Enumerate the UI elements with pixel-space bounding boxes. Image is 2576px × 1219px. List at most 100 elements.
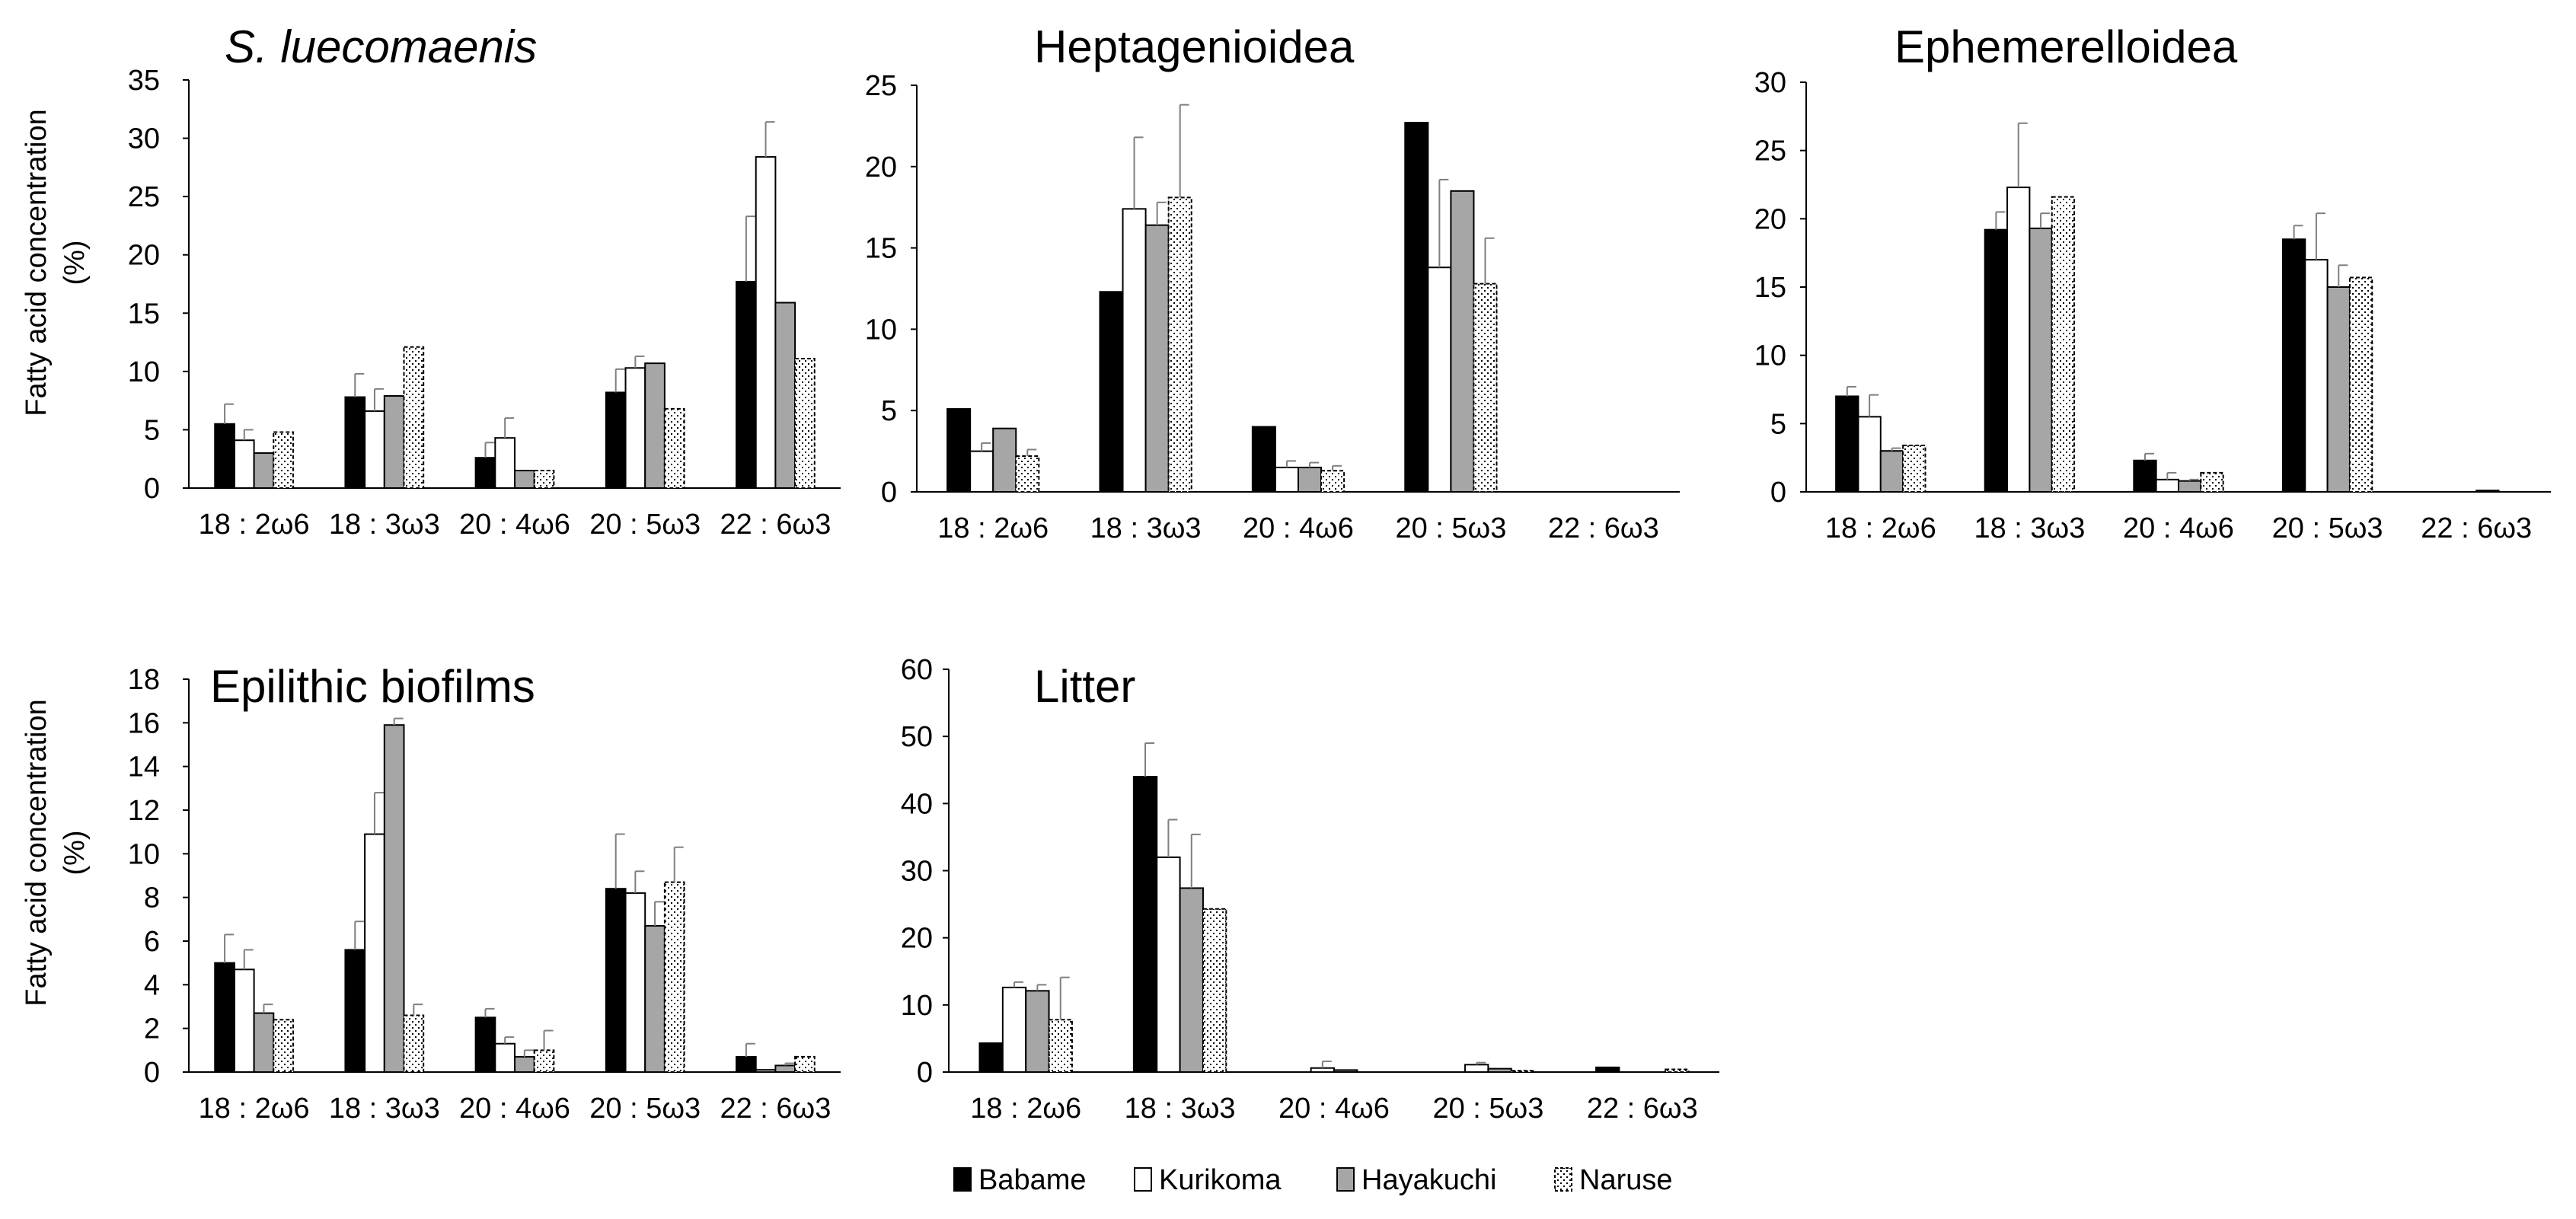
bar-babame-2 [344,396,366,490]
bar-hayakuchi-3 [1298,466,1323,493]
x-tick-label: 20 : 5ω3 [589,1093,701,1125]
panel-litter: Litter 0 10 20 30 40 50 60 18 : 2ω6 18 : 3ω3 20 : … [901,654,1719,1125]
bar-hayakuchi-5 [774,1064,796,1074]
x-tick-label: 18 : 2ω6 [1825,512,1936,544]
panel-epilithic-biofilms: Epilithic biofilms 0 2 4 6 8 10 12 14 16 18 18 : 2ω… [128,661,841,1125]
legend-label-hayakuchi: Hayakuchi [1361,1164,1496,1196]
bar-naruse-3 [533,1049,555,1074]
bar-hayakuchi-5 [2475,490,2500,493]
bar-hayakuchi-1 [1025,990,1050,1074]
ylabel-bottom-line2: (%) [59,830,91,875]
bar-naruse-4 [663,407,685,489]
bar-hayakuchi-5 [774,302,796,490]
bar-naruse-1 [273,431,294,490]
bar-hayakuchi-2 [383,724,405,1073]
bar-naruse-2 [1202,908,1227,1073]
bar-naruse-2 [403,346,425,489]
x-tick-label: 18 : 3ω3 [329,1093,440,1125]
y-tick-label: 18 [128,664,160,696]
bar-hayakuchi-3 [514,1055,535,1074]
y-tick-label: 4 [144,969,160,1001]
bar-naruse-3 [2200,471,2224,493]
y-tick-label: 10 [128,356,160,388]
panel-title: Ephemerelloidea [1894,21,2238,72]
bar-kurikoma-4 [1427,266,1452,493]
ylabel-bottom: Fatty acid concentration (%) [21,699,91,1006]
y-tick-label: 15 [865,233,897,265]
bar-naruse-1 [1015,455,1040,493]
ylabel-bottom-line1: Fatty acid concentration [21,699,53,1006]
bar-kurikoma-4 [624,892,646,1074]
bar-hayakuchi-3 [514,470,535,489]
y-tick-label: 10 [865,314,897,346]
bar-babame-1 [946,408,972,493]
bar-hayakuchi-2 [1144,224,1170,493]
x-tick-label: 18 : 3ω3 [329,509,440,541]
bar-naruse-1 [1048,1019,1073,1073]
x-tick-label: 18 : 2ω6 [970,1093,1081,1125]
bar-babame-4 [2281,238,2306,493]
x-tick-label: 22 : 6ω3 [720,1093,831,1125]
legend-swatch-kurikoma [1134,1167,1152,1192]
y-tick-label: 5 [1770,408,1786,440]
x-tick-label: 20 : 5ω3 [2272,512,2383,544]
bar-kurikoma-1 [233,968,255,1074]
bar-kurikoma-3 [1274,466,1299,493]
bar-kurikoma-4 [2304,259,2329,493]
bar-kurikoma-3 [494,437,516,489]
legend-label-naruse: Naruse [1579,1164,1673,1196]
bar-babame-2 [344,949,366,1074]
bar-naruse-5 [794,358,816,489]
panel-s-luecomaenis: S. luecomaenis 0 5 10 15 20 25 30 35 18 : 2ω6 18 :… [128,21,841,541]
y-tick-label: 10 [901,990,933,1022]
bar-hayakuchi-2 [383,395,405,490]
legend-label-babame: Babame [978,1164,1087,1196]
bar-babame-5 [736,280,757,489]
bar-naruse-1 [1902,445,1926,493]
bar-kurikoma-2 [364,410,385,490]
y-tick-label: 20 [1754,203,1786,235]
y-tick-label: 20 [901,923,933,955]
y-tick-label: 40 [901,788,933,820]
panel-title: Litter [1034,661,1135,712]
bar-kurikoma-4 [624,367,646,489]
bar-babame-4 [605,391,627,489]
bar-babame-3 [2133,459,2157,493]
y-tick-label: 12 [128,795,160,827]
bar-babame-3 [474,457,496,490]
legend-swatch-naruse [1554,1167,1572,1192]
bar-naruse-5 [1665,1068,1690,1074]
panel-title: Heptagenioidea [1034,21,1355,72]
bar-hayakuchi-3 [2178,480,2202,493]
y-tick-label: 30 [901,856,933,888]
bar-kurikoma-4 [1464,1064,1489,1073]
bar-babame-1 [214,962,235,1073]
x-tick-label: 22 : 6ω3 [1587,1093,1698,1125]
y-tick-label: 25 [128,181,160,213]
panel-ephemerelloidea: Ephemerelloidea 0 5 10 15 20 25 30 18 : 2ω6 18 : … [1754,21,2551,544]
legend-label-kurikoma: Kurikoma [1159,1164,1282,1196]
bar-hayakuchi-1 [992,427,1017,493]
bar-hayakuchi-1 [253,1012,275,1073]
bar-babame-2 [1984,228,2009,493]
bar-naruse-5 [794,1055,816,1074]
bar-hayakuchi-4 [1450,190,1475,493]
bar-babame-5 [736,1055,757,1074]
bar-hayakuchi-3 [1333,1069,1358,1073]
bar-hayakuchi-2 [2029,227,2053,493]
bar-kurikoma-2 [364,833,385,1073]
bar-babame-1 [1835,395,1859,493]
x-tick-label: 18 : 3ω3 [1125,1093,1236,1125]
y-tick-label: 0 [917,1057,933,1089]
bar-babame-1 [978,1042,1004,1074]
y-tick-label: 5 [144,414,160,446]
x-tick-label: 18 : 3ω3 [1090,512,1202,544]
bar-naruse-4 [1473,282,1498,493]
y-tick-label: 16 [128,707,160,739]
y-tick-label: 0 [144,473,160,505]
y-tick-label: 60 [901,654,933,686]
y-tick-label: 0 [881,477,897,509]
x-tick-label: 18 : 2ω6 [199,1093,310,1125]
